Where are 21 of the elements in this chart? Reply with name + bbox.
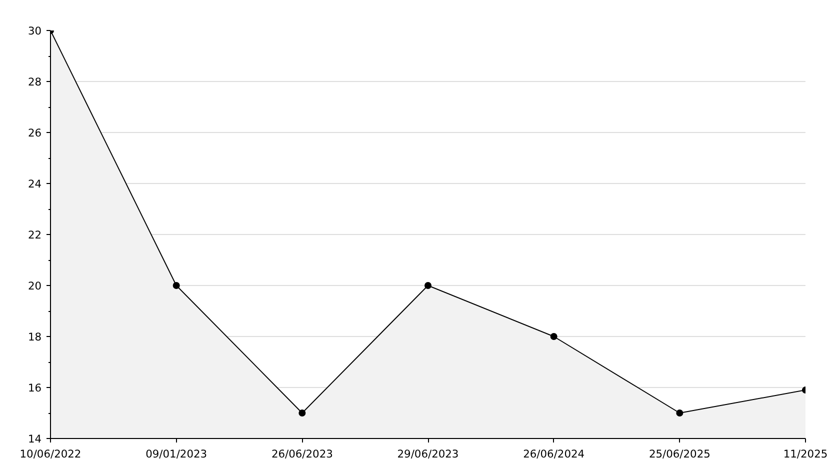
point bbox=[676, 410, 684, 416]
x-tick-label: 11/2025 bbox=[783, 448, 828, 460]
point bbox=[172, 282, 180, 289]
point bbox=[298, 410, 306, 416]
y-tick-label: 20 bbox=[28, 280, 42, 292]
point bbox=[550, 333, 558, 340]
x-tick-label: 26/06/2024 bbox=[523, 448, 585, 460]
y-tick-label: 30 bbox=[28, 24, 42, 38]
y-tick-label: 24 bbox=[28, 178, 42, 190]
point bbox=[424, 282, 432, 289]
x-tick-label: 10/06/2022 bbox=[20, 448, 82, 460]
y-tick-label: 14 bbox=[28, 432, 42, 446]
y-tick-label: 16 bbox=[28, 382, 42, 394]
y-tick-label: 28 bbox=[28, 76, 42, 88]
y-tick-label: 26 bbox=[28, 126, 42, 140]
y-tick-label: 22 bbox=[28, 228, 42, 242]
x-tick-label: 26/06/2023 bbox=[271, 448, 333, 460]
x-tick-label: 25/06/2025 bbox=[648, 448, 710, 460]
x-tick-label: 09/01/2023 bbox=[146, 448, 208, 460]
y-tick-label: 18 bbox=[28, 330, 42, 344]
x-tick-label: 29/06/2023 bbox=[397, 448, 459, 460]
